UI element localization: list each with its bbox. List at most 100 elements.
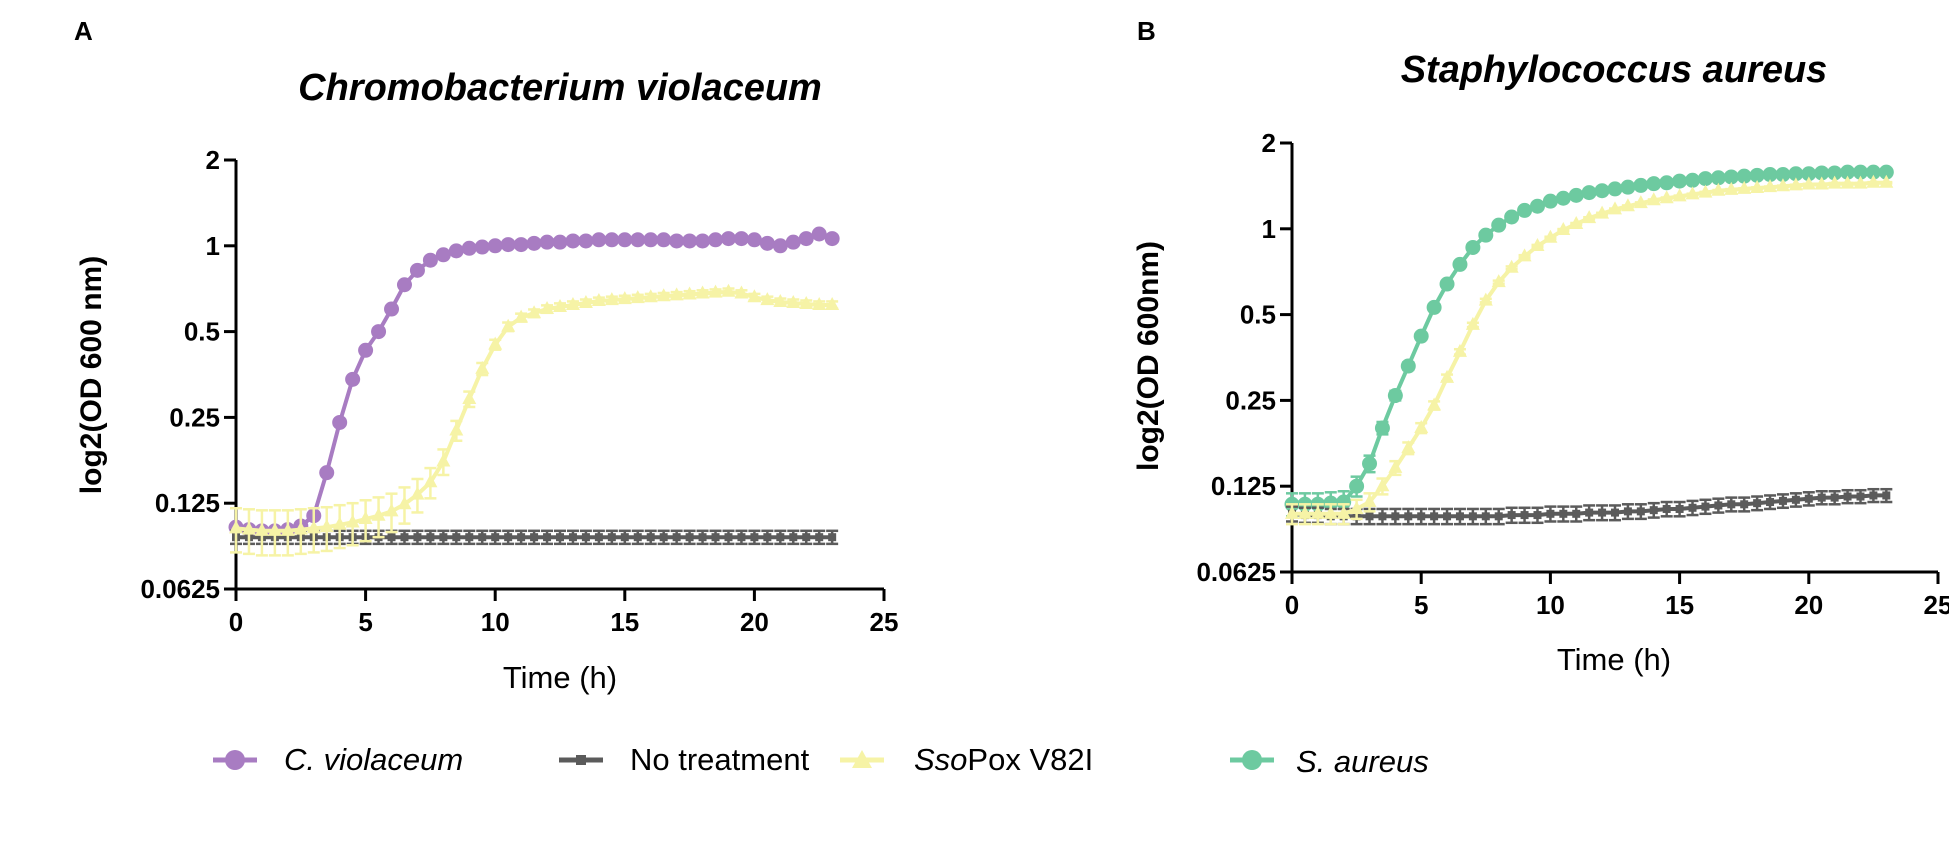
data-point: [504, 533, 513, 542]
data-point: [1814, 176, 1829, 190]
data-point: [1568, 187, 1584, 203]
data-point: [1494, 512, 1503, 521]
data-point: [1672, 173, 1688, 189]
y-tick-label: 0.25: [169, 402, 220, 432]
data-point: [617, 291, 632, 305]
data-point: [1336, 505, 1351, 519]
data-point: [578, 233, 594, 249]
data-point: [1440, 369, 1455, 383]
data-point: [1766, 498, 1775, 507]
data-point: [620, 533, 629, 542]
data-point: [1529, 198, 1545, 214]
data-point: [1581, 185, 1597, 201]
legend-label-sso: SsoPox V82I: [914, 742, 1093, 777]
data-point: [1724, 181, 1739, 195]
series-line: [1292, 180, 1887, 516]
data-point: [1685, 172, 1701, 188]
data-point: [776, 533, 785, 542]
data-point: [724, 533, 733, 542]
series-nt: [230, 529, 839, 546]
data-point: [1362, 494, 1377, 508]
data-point: [332, 414, 348, 430]
legend-marker-sso: [852, 750, 872, 768]
data-point: [1788, 177, 1803, 191]
data-point: [682, 233, 698, 249]
data-point: [1465, 239, 1481, 255]
data-point: [358, 342, 374, 358]
data-point: [448, 243, 464, 259]
data-point: [1879, 174, 1894, 188]
data-point: [1443, 512, 1452, 521]
data-point: [439, 533, 448, 542]
panel-b-title: Staphylococcus aureus: [1401, 49, 1828, 91]
x-tick-label: 5: [358, 607, 372, 637]
data-point: [1414, 420, 1429, 434]
data-point: [565, 296, 580, 310]
data-point: [578, 294, 593, 308]
data-point: [1852, 164, 1868, 180]
x-tick-label: 10: [1536, 590, 1565, 620]
data-point: [422, 252, 438, 268]
data-point: [1623, 507, 1632, 516]
data-point: [1662, 504, 1671, 513]
data-point: [1533, 511, 1542, 520]
data-point: [1675, 504, 1684, 513]
data-point: [734, 285, 749, 299]
data-point: [501, 318, 516, 332]
data-point: [1688, 503, 1697, 512]
legend-item-s-aureus: S. aureus: [1230, 744, 1429, 779]
data-point: [1336, 494, 1352, 510]
data-point: [1698, 184, 1713, 198]
data-point: [1546, 509, 1555, 518]
y-tick-label: 1: [206, 231, 220, 261]
data-point: [1374, 420, 1390, 436]
y-tick-label: 0.25: [1225, 385, 1276, 415]
data-point: [1727, 500, 1736, 509]
data-point: [556, 533, 564, 542]
data-point: [1285, 505, 1299, 519]
panel-a-x-label: Time (h): [503, 660, 617, 695]
series-sso: [1285, 174, 1894, 526]
data-point: [1388, 459, 1403, 473]
data-point: [452, 533, 461, 542]
data-point: [1478, 227, 1494, 243]
data-point: [698, 533, 707, 542]
data-point: [1778, 496, 1787, 505]
data-point: [384, 301, 400, 317]
legend-item-c-violaceum: C. violaceum: [213, 742, 463, 777]
data-point: [1878, 164, 1894, 180]
data-point: [552, 234, 568, 250]
data-point: [400, 533, 409, 542]
data-point: [449, 422, 464, 436]
x-tick-label: 15: [1665, 590, 1694, 620]
data-point: [491, 533, 500, 542]
data-point: [1750, 180, 1765, 194]
data-point: [1788, 166, 1804, 182]
data-point: [1569, 215, 1584, 229]
data-point: [1365, 512, 1374, 521]
data-point: [410, 486, 425, 500]
data-point: [799, 295, 814, 309]
data-point: [643, 289, 658, 303]
data-point: [1659, 175, 1675, 191]
data-point: [319, 465, 335, 481]
panel-a-y-label: log2(OD 600 nm): [75, 256, 108, 494]
panel-a: A Chromobacterium violaceum Time (h) log…: [74, 16, 898, 695]
data-point: [1542, 193, 1558, 209]
data-point: [371, 324, 387, 340]
y-tick-label: 2: [206, 145, 220, 175]
data-point: [1701, 502, 1710, 511]
data-point: [1753, 499, 1762, 508]
data-point: [527, 305, 542, 319]
data-point: [672, 533, 681, 542]
x-tick-label: 20: [1794, 590, 1823, 620]
data-point: [1375, 478, 1390, 492]
legend: C. violaceum No treatment SsoPox V82I S.…: [213, 742, 1429, 779]
data-point: [682, 286, 697, 300]
y-tick-label: 0.0625: [1196, 557, 1276, 587]
data-point: [1749, 167, 1765, 183]
data-point: [319, 519, 334, 533]
data-point: [1559, 509, 1568, 518]
